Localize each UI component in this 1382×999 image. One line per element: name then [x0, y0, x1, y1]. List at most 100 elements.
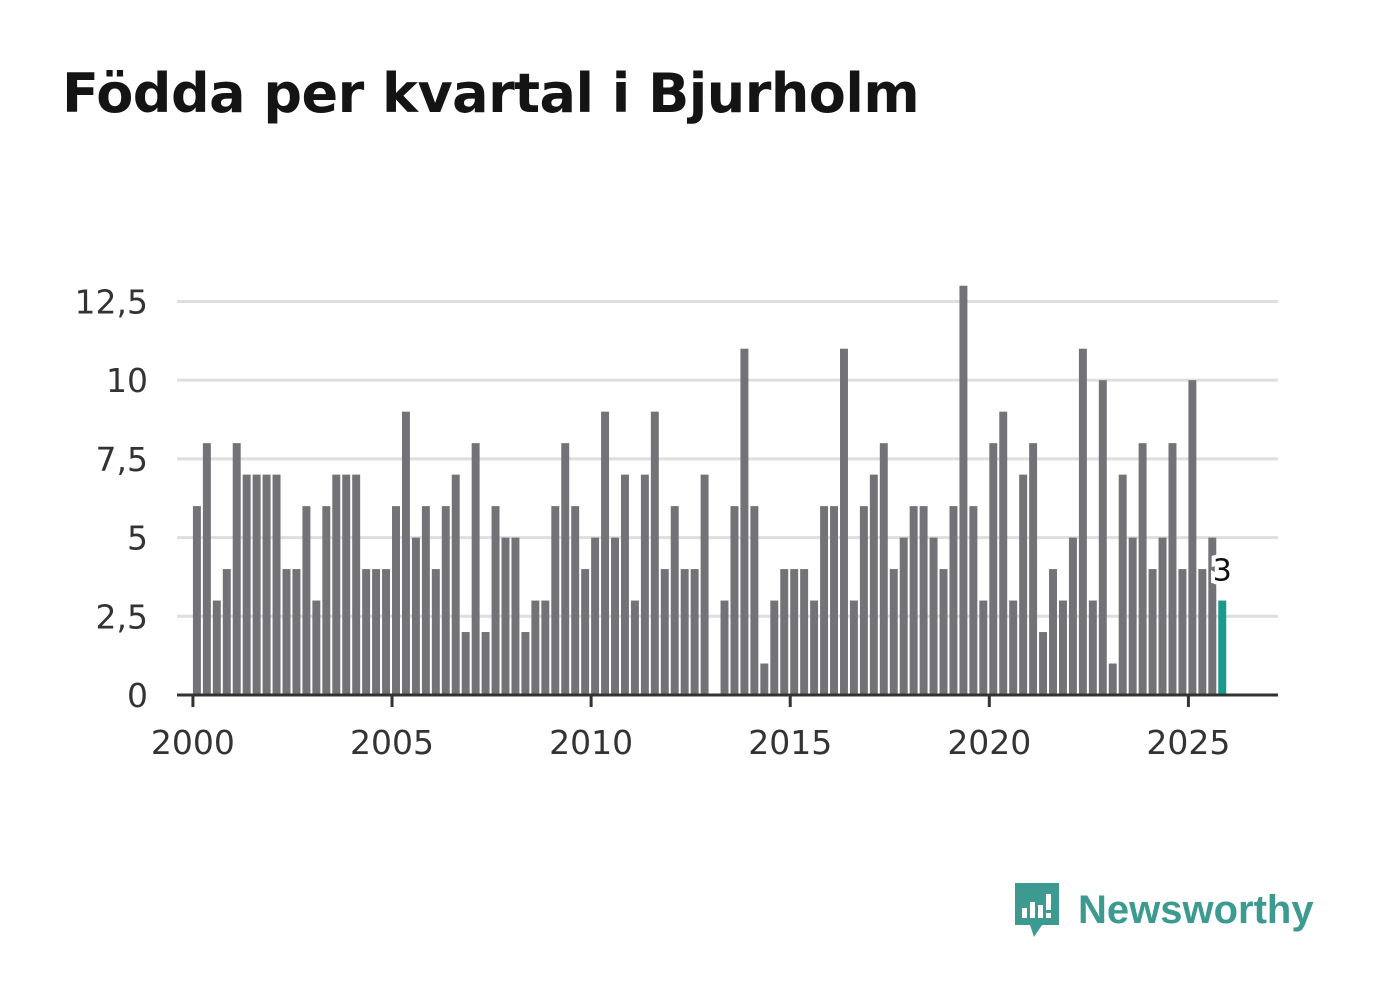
bar	[1088, 600, 1097, 695]
bar	[421, 506, 430, 695]
bar	[531, 600, 540, 695]
x-tick-label: 2005	[350, 723, 434, 762]
bar	[740, 348, 749, 695]
newsworthy-logo[interactable]: Newsworthy	[1012, 880, 1314, 940]
bar	[192, 506, 201, 695]
x-tick-label: 2020	[947, 723, 1031, 762]
bar	[1039, 632, 1048, 695]
bar	[800, 569, 809, 695]
bar	[939, 569, 948, 695]
bar	[859, 506, 868, 695]
bar	[1198, 569, 1207, 695]
bar	[222, 569, 231, 695]
bar	[352, 474, 361, 695]
bar	[790, 569, 799, 695]
bar	[491, 506, 500, 695]
y-tick-label: 12,5	[75, 282, 148, 321]
bar	[1078, 348, 1087, 695]
bar	[581, 569, 590, 695]
bar	[929, 537, 938, 695]
bar	[312, 600, 321, 695]
bar	[810, 600, 819, 695]
bar	[322, 506, 331, 695]
bar	[202, 443, 211, 695]
bar	[342, 474, 351, 695]
bar	[919, 506, 928, 695]
bar	[511, 537, 520, 695]
bar	[1108, 663, 1117, 695]
bar	[451, 474, 460, 695]
brand-name: Newsworthy	[1078, 887, 1314, 932]
chart-title: Födda per kvartal i Bjurholm	[62, 62, 920, 125]
bar	[382, 569, 391, 695]
bar	[899, 537, 908, 695]
bar	[989, 443, 998, 695]
bar	[212, 600, 221, 695]
bar	[949, 506, 958, 695]
bar	[481, 632, 490, 695]
bar	[561, 443, 570, 695]
x-tick-label: 2000	[151, 723, 235, 762]
bar	[242, 474, 251, 695]
bar	[601, 411, 610, 695]
bar	[1128, 537, 1137, 695]
bar	[272, 474, 281, 695]
bar	[1168, 443, 1177, 695]
bar	[401, 411, 410, 695]
bar	[969, 506, 978, 695]
bar	[780, 569, 789, 695]
bar	[252, 474, 261, 695]
y-tick-label: 5	[127, 519, 148, 558]
bar	[730, 506, 739, 695]
bar	[839, 348, 848, 695]
bar	[820, 506, 829, 695]
bar	[1148, 569, 1157, 695]
bar	[501, 537, 510, 695]
bar	[411, 537, 420, 695]
bar	[521, 632, 530, 695]
bar	[1118, 474, 1127, 695]
bar	[770, 600, 779, 695]
highlight-bar	[1218, 600, 1227, 695]
bar	[670, 506, 679, 695]
bar	[1058, 600, 1067, 695]
bar	[541, 600, 550, 695]
x-tick-label: 2010	[549, 723, 633, 762]
bar	[680, 569, 689, 695]
bar	[1019, 474, 1028, 695]
bar	[849, 600, 858, 695]
bar	[362, 569, 371, 695]
highlight-value-label: 3	[1213, 554, 1232, 589]
y-tick-label: 10	[106, 361, 148, 400]
x-tick-label: 2025	[1146, 723, 1230, 762]
bar	[660, 569, 669, 695]
x-tick-label: 2015	[748, 723, 832, 762]
bar	[1049, 569, 1057, 695]
bar	[302, 506, 311, 695]
bar	[879, 443, 888, 695]
bar	[392, 506, 400, 695]
bar	[630, 600, 639, 695]
bar	[999, 411, 1008, 695]
bar	[611, 537, 619, 695]
bar	[830, 506, 838, 695]
bar	[1208, 537, 1217, 695]
bar	[650, 411, 659, 695]
bar	[1178, 569, 1187, 695]
bar	[1009, 600, 1018, 695]
bar	[720, 600, 729, 695]
bar	[640, 474, 649, 695]
bar	[471, 443, 480, 695]
bar	[431, 569, 440, 695]
bar	[571, 506, 580, 695]
bar	[441, 506, 450, 695]
bar	[979, 600, 988, 695]
bar	[591, 537, 600, 695]
bar	[700, 474, 709, 695]
bar	[1068, 537, 1077, 695]
bar	[1138, 443, 1147, 695]
bar	[1188, 380, 1197, 695]
bar	[372, 569, 381, 695]
bar	[551, 506, 560, 695]
